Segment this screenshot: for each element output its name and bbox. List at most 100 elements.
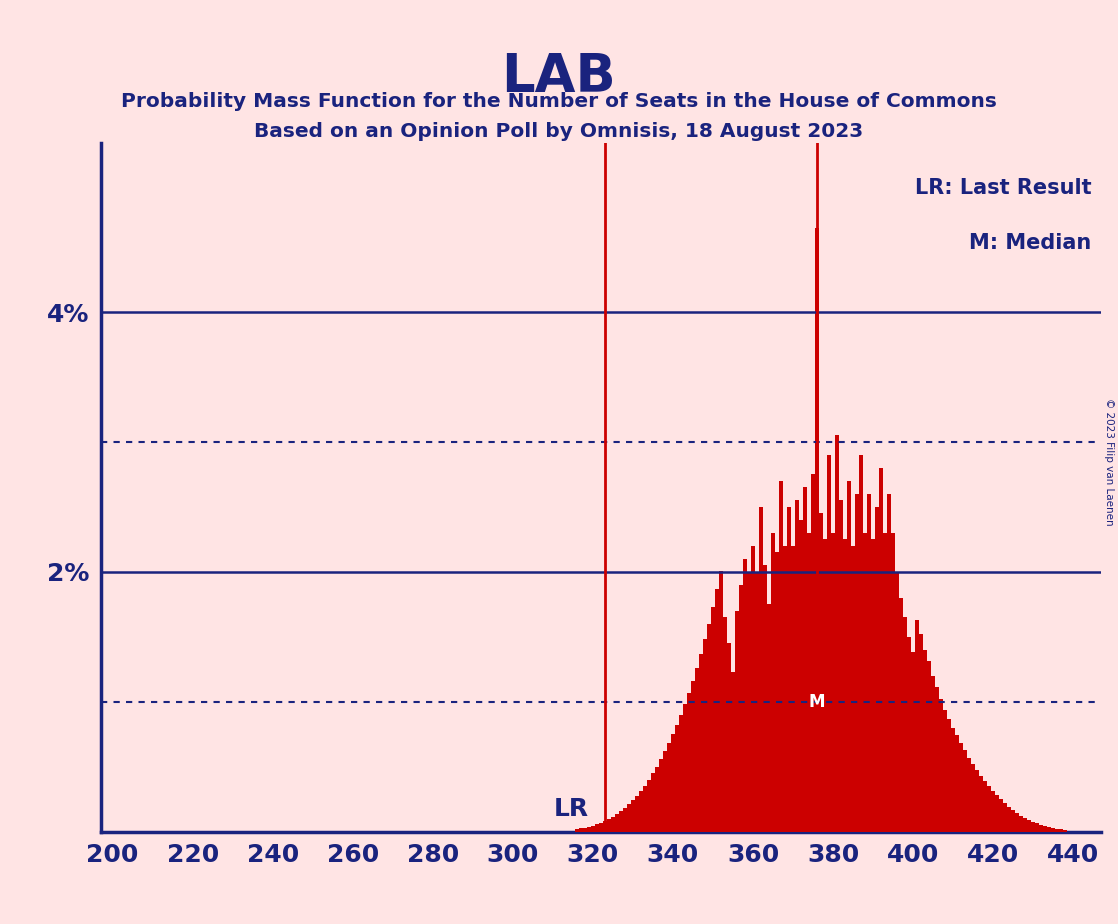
Bar xyxy=(660,759,663,832)
Bar xyxy=(875,507,879,832)
Bar xyxy=(699,653,703,832)
Bar xyxy=(964,750,967,832)
Text: © 2023 Filip van Laenen: © 2023 Filip van Laenen xyxy=(1105,398,1114,526)
Bar xyxy=(919,634,923,832)
Bar xyxy=(944,710,947,832)
Bar xyxy=(827,455,831,832)
Bar xyxy=(779,480,783,832)
Bar xyxy=(695,668,699,832)
Bar xyxy=(771,533,775,832)
Bar xyxy=(595,824,599,832)
Bar xyxy=(716,589,719,832)
Bar xyxy=(1051,828,1055,832)
Bar xyxy=(756,572,759,832)
Bar xyxy=(587,827,590,832)
Bar xyxy=(899,598,903,832)
Bar xyxy=(632,800,635,832)
Bar xyxy=(743,559,747,832)
Bar xyxy=(835,435,838,832)
Bar xyxy=(675,725,679,832)
Bar xyxy=(995,796,999,832)
Bar xyxy=(1035,823,1039,832)
Bar xyxy=(727,643,731,832)
Bar xyxy=(607,820,610,832)
Bar xyxy=(911,652,915,832)
Bar xyxy=(984,781,987,832)
Bar xyxy=(639,791,643,832)
Bar xyxy=(703,639,707,832)
Text: LR: Last Result: LR: Last Result xyxy=(915,177,1091,198)
Bar xyxy=(647,780,651,832)
Bar xyxy=(1032,821,1035,832)
Bar xyxy=(739,585,742,832)
Bar xyxy=(1015,813,1018,832)
Bar xyxy=(688,693,691,832)
Bar xyxy=(691,681,694,832)
Bar xyxy=(751,546,755,832)
Bar xyxy=(615,814,618,832)
Bar xyxy=(679,714,683,832)
Bar xyxy=(1063,830,1067,832)
Bar xyxy=(896,572,899,832)
Bar xyxy=(916,620,919,832)
Bar xyxy=(612,817,615,832)
Bar xyxy=(956,736,959,832)
Bar xyxy=(819,514,823,832)
Bar xyxy=(999,799,1003,832)
Bar xyxy=(603,821,607,832)
Bar xyxy=(840,501,843,832)
Bar xyxy=(1060,830,1063,832)
Bar xyxy=(663,751,666,832)
Bar xyxy=(815,227,818,832)
Bar xyxy=(651,773,655,832)
Bar xyxy=(851,546,855,832)
Bar xyxy=(655,767,659,832)
Bar xyxy=(1012,810,1015,832)
Bar xyxy=(860,455,863,832)
Bar xyxy=(855,494,859,832)
Bar xyxy=(591,826,595,832)
Bar xyxy=(1043,826,1046,832)
Bar xyxy=(792,546,795,832)
Bar xyxy=(579,828,582,832)
Bar xyxy=(975,770,979,832)
Bar xyxy=(832,533,835,832)
Bar xyxy=(947,719,951,832)
Bar xyxy=(927,662,931,832)
Bar xyxy=(719,570,723,832)
Bar xyxy=(1007,807,1011,832)
Bar xyxy=(888,494,891,832)
Bar xyxy=(599,823,603,832)
Bar xyxy=(683,704,686,832)
Bar xyxy=(1055,829,1059,832)
Bar xyxy=(847,480,851,832)
Bar xyxy=(871,540,875,832)
Bar xyxy=(939,699,942,832)
Bar xyxy=(891,533,894,832)
Bar xyxy=(759,507,762,832)
Bar xyxy=(619,811,623,832)
Bar xyxy=(671,735,675,832)
Bar xyxy=(708,624,711,832)
Text: Probability Mass Function for the Number of Seats in the House of Commons: Probability Mass Function for the Number… xyxy=(121,92,997,112)
Bar xyxy=(1020,816,1023,832)
Bar xyxy=(775,553,779,832)
Bar xyxy=(883,533,887,832)
Bar xyxy=(787,507,790,832)
Bar xyxy=(731,672,735,832)
Bar xyxy=(736,611,739,832)
Bar xyxy=(879,468,883,832)
Bar xyxy=(643,786,646,832)
Bar xyxy=(812,474,815,832)
Text: LAB: LAB xyxy=(502,51,616,103)
Bar xyxy=(747,572,751,832)
Bar xyxy=(863,533,866,832)
Bar xyxy=(623,808,627,832)
Bar xyxy=(584,828,587,832)
Bar xyxy=(972,764,975,832)
Bar xyxy=(823,540,827,832)
Bar xyxy=(723,617,727,832)
Bar xyxy=(936,687,939,832)
Bar xyxy=(795,501,799,832)
Bar xyxy=(923,650,927,832)
